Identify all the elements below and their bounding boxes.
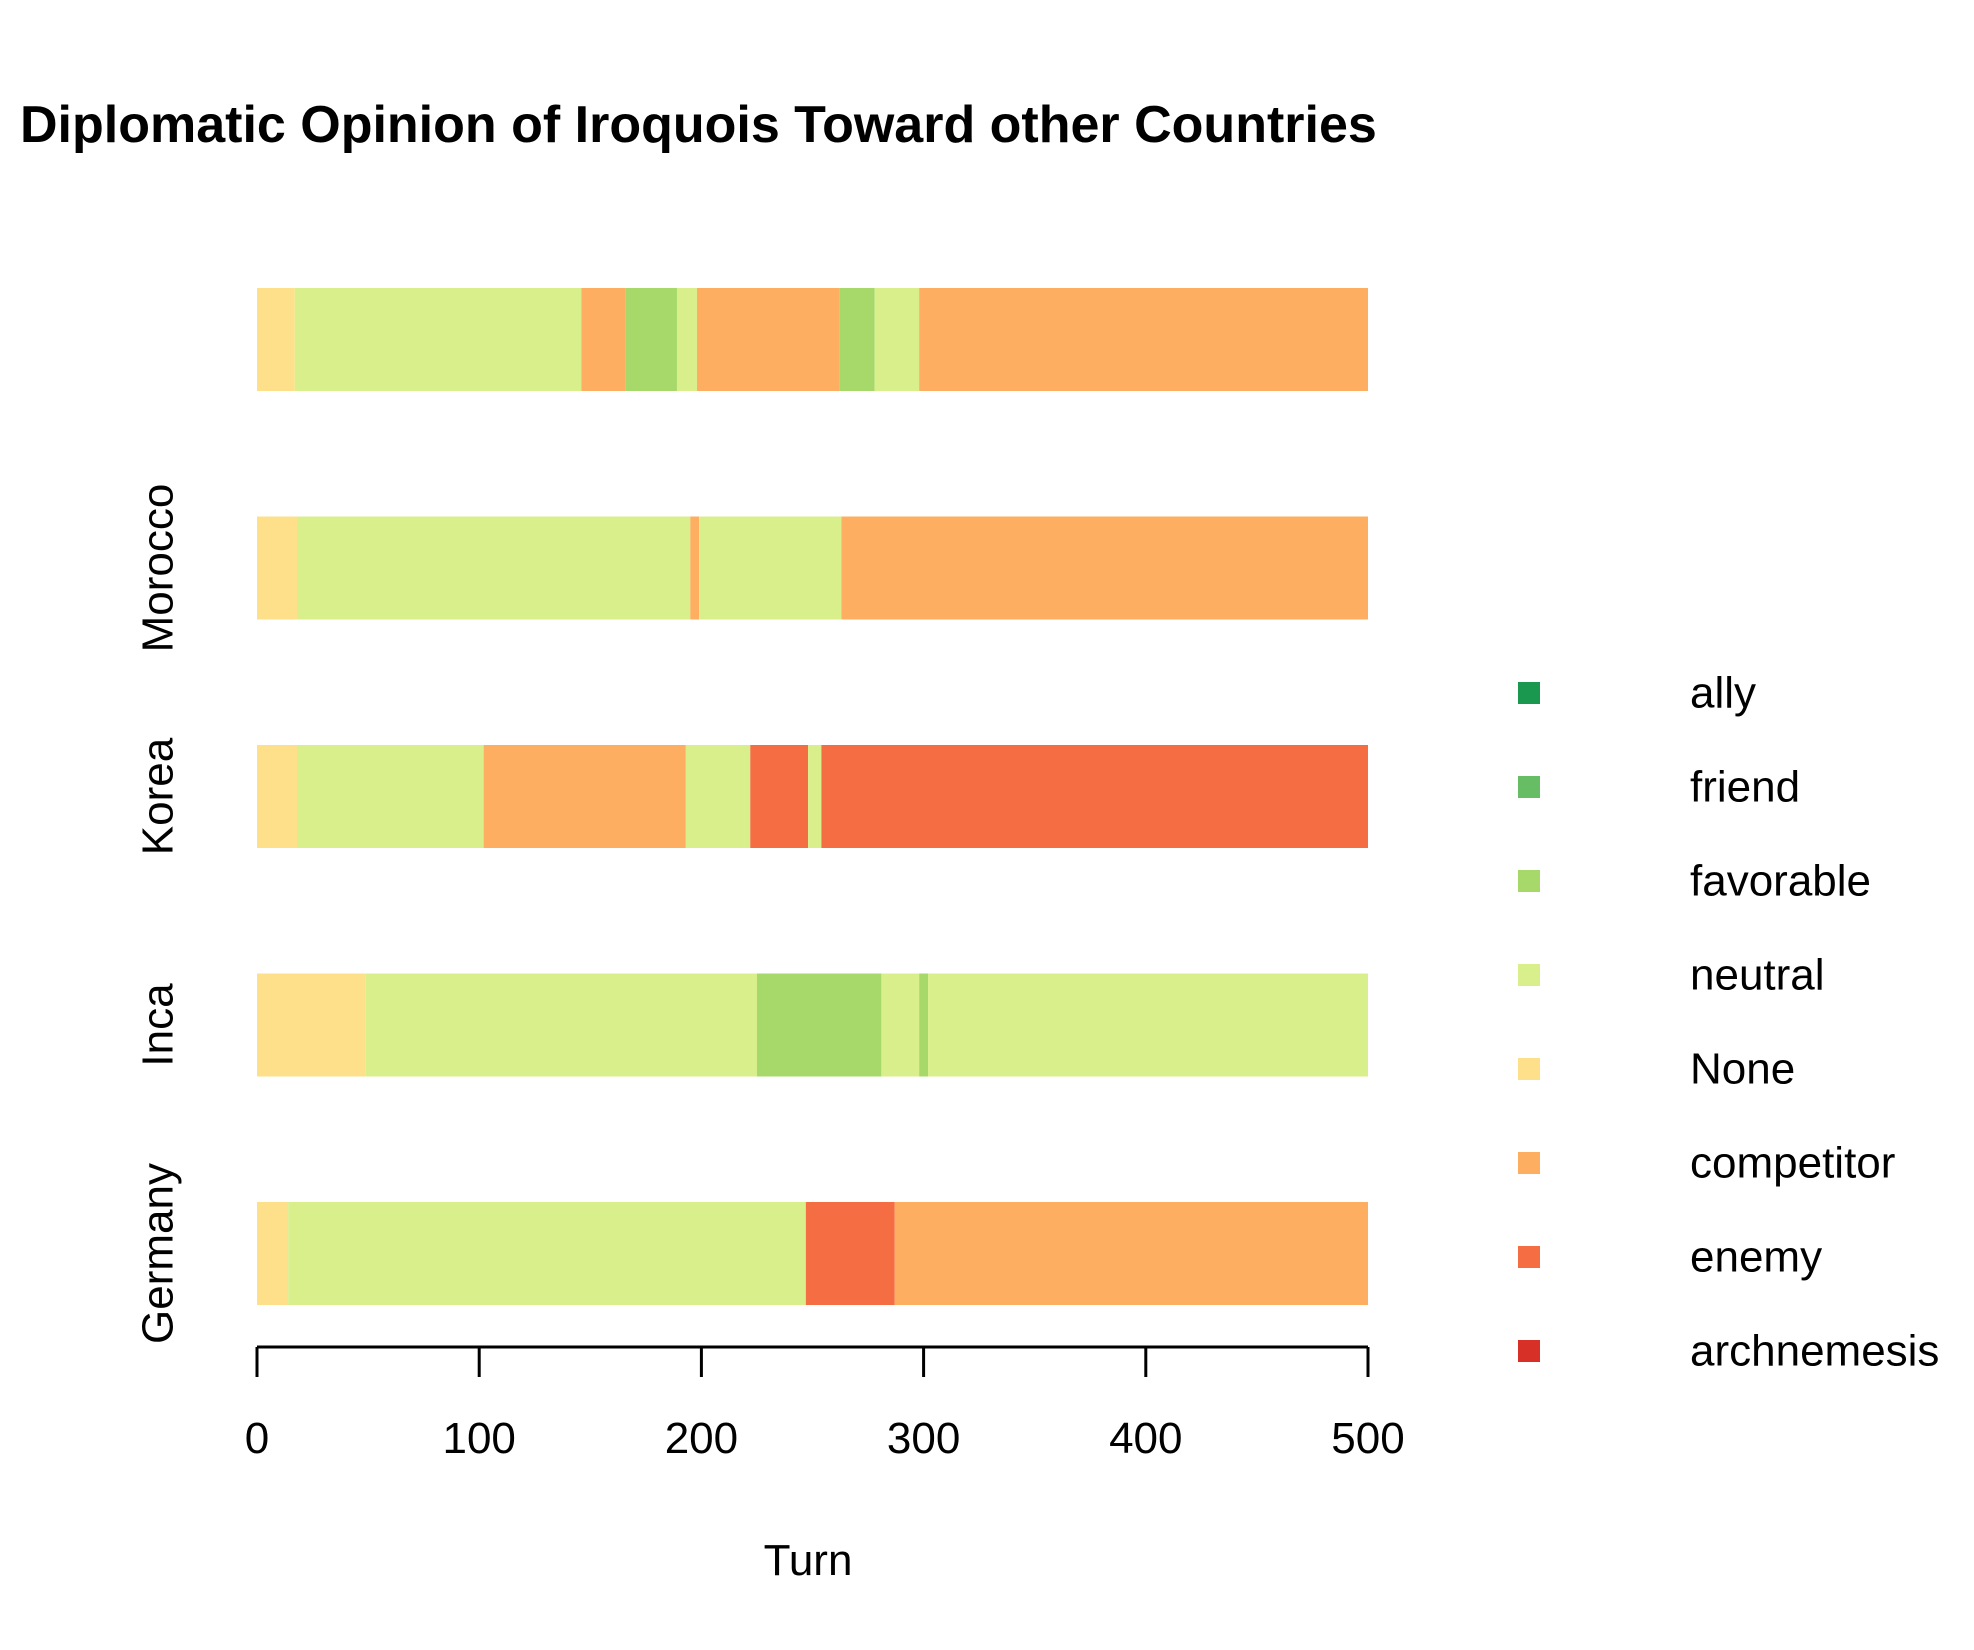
bar-segment-korea-0-none [257,745,297,848]
row-label-korea: Korea [134,737,183,855]
x-tick-label-400: 400 [1109,1414,1182,1463]
bar-segment-korea-2-competitor [483,745,686,848]
bar-segment-unlabeled-4-neutral [676,288,697,391]
bar-segment-inca-1-neutral [365,973,757,1077]
legend-swatch-competitor [1518,1152,1540,1174]
row-labels: Morocco Korea Inca Germany [134,484,183,1344]
legend-swatch-ally [1518,682,1540,704]
bar-segment-unlabeled-5-competitor [696,288,840,391]
x-axis: 0 100 200 300 400 500 [245,1345,1405,1463]
chart-title: Diplomatic Opinion of Iroquois Toward ot… [20,96,1377,154]
legend-swatch-friend [1518,776,1540,798]
bar-segment-unlabeled-2-competitor [581,288,626,391]
bar-segment-unlabeled-7-neutral [874,288,920,391]
bar-segment-korea-4-enemy [750,745,809,848]
bar-segment-unlabeled-0-none [257,288,295,391]
legend-label-archnemesis: archnemesis [1690,1327,1939,1376]
x-tick-label-300: 300 [887,1414,960,1463]
bar-segment-unlabeled-3-favorable [625,288,677,391]
bars-area [257,288,1368,1305]
bar-segment-inca-5-neutral [928,973,1368,1077]
bar-segment-morocco-0-none [257,516,297,620]
x-tick-label-500: 500 [1331,1414,1404,1463]
legend-swatch-favorable [1518,870,1540,892]
bar-segment-unlabeled-1-neutral [294,288,582,391]
legend-label-favorable: favorable [1690,857,1871,906]
bar-segment-inca-4-favorable [919,973,929,1077]
bar-segment-korea-3-neutral [685,745,751,848]
row-label-germany: Germany [134,1163,183,1344]
x-tick-label-100: 100 [442,1414,515,1463]
legend-label-friend: friend [1690,763,1800,812]
legend-label-ally: ally [1690,669,1756,718]
bar-segment-morocco-4-competitor [841,516,1368,620]
bar-segment-korea-5-neutral [808,745,822,848]
x-tick-label-200: 200 [665,1414,738,1463]
bar-segment-morocco-1-neutral [297,516,691,620]
legend-label-neutral: neutral [1690,951,1825,1000]
bar-segment-morocco-2-competitor [690,516,700,620]
legend: ally friend favorable neutral None competitor… [1518,669,1939,1376]
bar-segment-unlabeled-6-favorable [839,288,875,391]
legend-swatch-archnemesis [1518,1340,1540,1362]
bar-segment-korea-6-enemy [821,745,1368,848]
x-axis-title: Turn [764,1536,853,1585]
legend-swatch-enemy [1518,1246,1540,1268]
bar-segment-inca-3-neutral [881,973,920,1077]
bar-segment-morocco-3-neutral [699,516,842,620]
bar-segment-germany-2-enemy [805,1202,895,1305]
legend-label-competitor: competitor [1690,1139,1895,1188]
row-label-inca: Inca [134,983,183,1067]
bar-segment-unlabeled-8-competitor [919,288,1368,391]
legend-swatch-none [1518,1058,1540,1080]
x-tick-label-0: 0 [245,1414,269,1463]
row-label-morocco: Morocco [134,484,183,653]
bar-segment-inca-0-none [257,973,366,1077]
legend-label-enemy: enemy [1690,1233,1822,1282]
bar-segment-germany-0-none [257,1202,289,1305]
bar-segment-korea-1-neutral [297,745,484,848]
bar-segment-inca-2-favorable [756,973,882,1077]
bar-segment-germany-1-neutral [288,1202,806,1305]
bar-segment-germany-3-competitor [894,1202,1368,1305]
legend-label-none: None [1690,1045,1795,1094]
legend-swatch-neutral [1518,964,1540,986]
